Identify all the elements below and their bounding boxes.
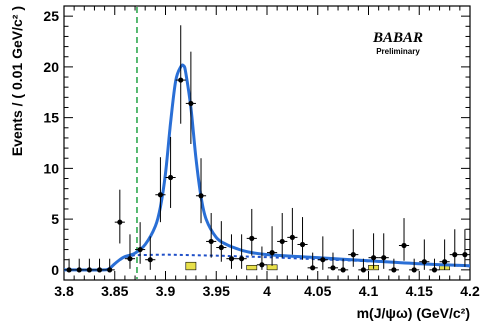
data-point — [269, 250, 275, 256]
data-point — [218, 244, 224, 251]
x-tick-label: 3.85 — [101, 283, 128, 299]
y-tick-label: 5 — [51, 211, 59, 227]
x-axis-title: m(J/ψω) (GeV/c²) — [357, 305, 470, 321]
data-point — [411, 267, 417, 273]
data-point — [401, 242, 407, 249]
data-point — [127, 256, 133, 262]
data-point — [452, 252, 458, 258]
x-tick-label: 4 — [263, 283, 271, 299]
data-point — [188, 100, 194, 107]
x-tick-label: 4.05 — [304, 283, 331, 299]
data-point — [86, 267, 92, 273]
data-point — [299, 241, 306, 248]
x-tick-label: 4.1 — [359, 283, 379, 299]
data-point — [370, 255, 377, 261]
preliminary-label: Preliminary — [376, 47, 420, 56]
data-point — [259, 262, 265, 268]
y-tick-label: 15 — [43, 110, 59, 126]
data-point — [310, 265, 316, 271]
data-point — [462, 252, 468, 258]
x-tick-label: 4.15 — [406, 283, 433, 299]
data-point — [239, 256, 245, 262]
babar-logo: BABAR — [372, 30, 423, 46]
data-point — [289, 234, 295, 240]
x-tick-label: 3.8 — [54, 283, 74, 299]
data-point — [249, 235, 255, 241]
wrong-sign-box — [246, 264, 258, 271]
data-point — [350, 252, 356, 258]
data-point — [320, 257, 326, 263]
data-point — [178, 77, 184, 83]
total-fit-curve — [64, 63, 470, 272]
data-point — [360, 267, 367, 273]
data-point — [107, 267, 113, 273]
y-tick-label: 20 — [43, 59, 59, 75]
wrong-sign-box — [185, 261, 197, 271]
data-point — [279, 238, 285, 245]
data-point — [157, 192, 164, 198]
data-point — [228, 256, 235, 262]
data-point — [167, 174, 174, 181]
data-point — [381, 255, 387, 261]
data-point — [442, 259, 448, 265]
data-point — [340, 267, 346, 273]
data-point — [117, 219, 123, 225]
x-tick-label: 3.95 — [203, 283, 230, 299]
data-point — [96, 267, 103, 273]
y-tick-label: 10 — [43, 160, 59, 176]
data-point — [76, 267, 82, 273]
data-point — [147, 257, 153, 263]
y-tick-label: 25 — [43, 8, 59, 24]
x-tick-label: 3.9 — [156, 283, 176, 299]
data-point — [208, 238, 214, 245]
x-tick-label: 4.2 — [460, 283, 480, 299]
data-point — [66, 267, 72, 273]
data-point — [330, 265, 336, 271]
y-tick-label: 0 — [51, 262, 59, 278]
data-point — [431, 267, 438, 273]
y-axis-title: Events / ( 0.01 GeV/c² ) — [9, 6, 25, 156]
data-point — [137, 246, 143, 253]
data-point — [198, 193, 204, 199]
data-point — [391, 267, 397, 273]
data-point — [421, 259, 427, 265]
